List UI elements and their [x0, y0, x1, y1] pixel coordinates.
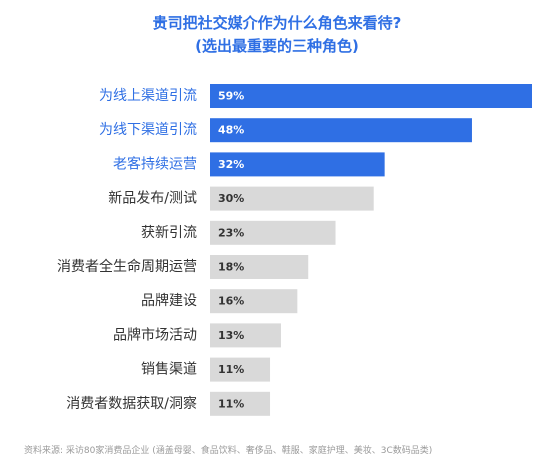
- chart-subtitle: (选出最重要的三种角色): [195, 37, 359, 55]
- value-label-2: 48%: [218, 124, 244, 137]
- value-label-6: 18%: [218, 261, 244, 274]
- category-label-1: 为线上渠道引流: [99, 88, 197, 104]
- category-label-2: 为线下渠道引流: [99, 122, 197, 138]
- category-label-9: 销售渠道: [141, 362, 197, 378]
- value-label-1: 59%: [218, 90, 244, 103]
- value-label-5: 23%: [218, 226, 244, 239]
- value-label-9: 11%: [218, 363, 244, 376]
- category-label-5: 获新引流: [141, 225, 197, 241]
- bar-10: [210, 391, 271, 416]
- bar-1: [210, 84, 532, 108]
- value-label-4: 30%: [218, 192, 244, 205]
- chart-title: 贵司把社交媒介作为什么角色来看待?: [152, 14, 402, 32]
- bar-3: [210, 152, 385, 177]
- category-label-3: 老客持续运营: [113, 155, 197, 172]
- category-label-4: 新品发布/测试: [108, 191, 197, 207]
- value-label-7: 16%: [218, 295, 244, 308]
- value-label-10: 11%: [218, 397, 244, 410]
- bar-5: [210, 220, 336, 245]
- bar-2: [210, 118, 472, 143]
- bar-7: [210, 289, 298, 314]
- category-label-10: 消费者数据获取/洞察: [66, 395, 197, 412]
- value-label-3: 32%: [218, 158, 244, 171]
- bar-8: [210, 323, 281, 348]
- source-note: 资料来源: 采访80家消费品企业 (涵盖母婴、食品饮料、奢侈品、鞋服、家庭护理、…: [24, 446, 433, 456]
- chart-title-block: 贵司把社交媒介作为什么角色来看待? (选出最重要的三种角色): [0, 12, 554, 58]
- category-label-7: 品牌建设: [141, 292, 197, 309]
- value-label-8: 13%: [218, 329, 244, 342]
- bar-6: [210, 255, 309, 279]
- category-label-6: 消费者全生命周期运营: [57, 258, 197, 275]
- bar-9: [210, 357, 271, 382]
- category-label-8: 品牌市场活动: [113, 326, 197, 343]
- bar-4: [210, 186, 374, 211]
